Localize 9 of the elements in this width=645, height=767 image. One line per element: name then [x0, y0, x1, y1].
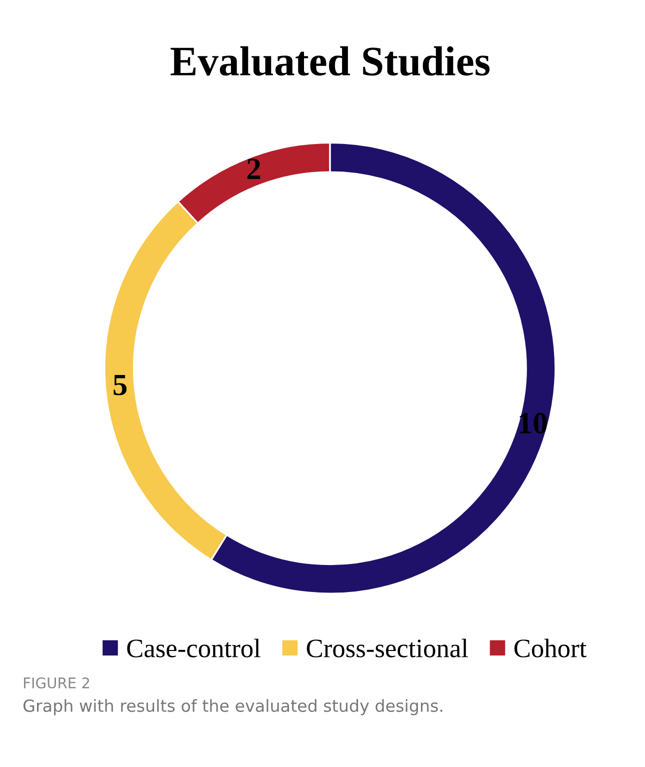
- caption: FIGURE 2: [24, 677, 90, 688]
- text: Graph with results of the evaluated study designs.: [24, 699, 442, 716]
- data-label: 2: [247, 158, 260, 179]
- data-label: 5: [114, 374, 127, 396]
- chart-title: Evaluated Studies: [170, 46, 490, 76]
- legend-label: Cohort: [514, 638, 586, 658]
- data-label: 10: [520, 412, 547, 434]
- legend-label: Case-control: [127, 638, 260, 658]
- legend-label: Cross-sectional: [306, 638, 468, 658]
